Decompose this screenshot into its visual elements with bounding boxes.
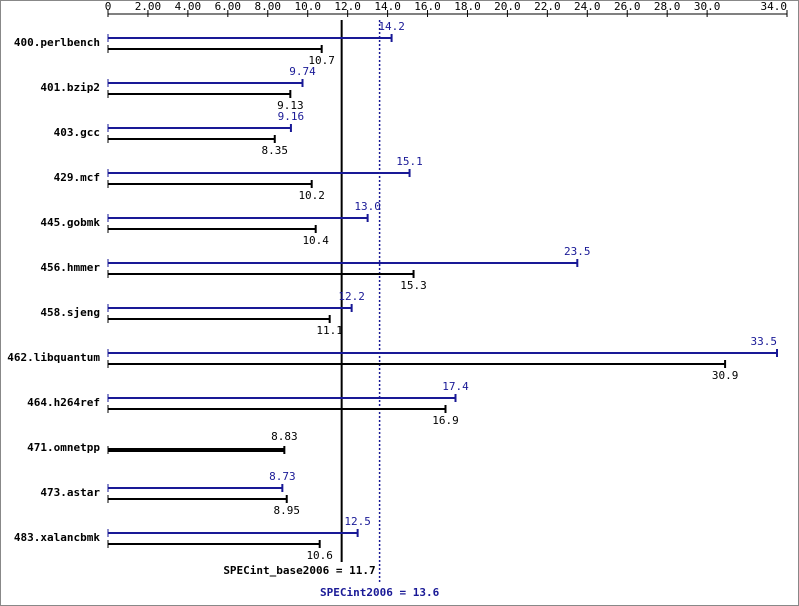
value-label: 23.5 [564,245,591,258]
category-label: 462.libquantum [7,351,100,364]
x-tick-label: 2.00 [135,0,162,13]
category-label: 445.gobmk [40,216,100,229]
value-label: 14.2 [378,20,405,33]
value-label: 9.13 [277,99,304,112]
x-tick-label: 18.0 [454,0,481,13]
x-tick-label: 10.0 [294,0,321,13]
x-tick-label: 34.0 [761,0,788,13]
value-label: 10.6 [306,549,333,562]
x-tick-label: 14.0 [374,0,401,13]
value-label: 8.83 [271,430,298,443]
value-label: 10.7 [308,54,335,67]
bar [108,408,446,410]
bar [108,352,778,354]
value-label: 11.1 [316,324,343,337]
category-label: 483.xalancbmk [14,531,100,544]
bar [108,448,285,452]
value-label: 30.9 [712,369,739,382]
value-label: 17.4 [442,380,469,393]
bar [108,183,312,185]
bar [108,543,320,545]
x-tick-label: 0 [105,0,112,13]
bar [108,397,456,399]
bar [108,37,392,39]
reference-label: SPECint2006 = 13.6 [320,586,440,599]
reference-label: SPECint_base2006 = 11.7 [223,564,375,577]
x-tick-label: 12.0 [334,0,361,13]
value-label: 16.9 [432,414,459,427]
category-label: 429.mcf [54,171,100,184]
bar [108,82,303,84]
value-label: 8.35 [262,144,289,157]
bar [108,307,352,309]
x-tick-label: 24.0 [574,0,601,13]
category-label: 403.gcc [54,126,100,139]
bar [108,273,414,275]
x-tick-label: 6.00 [215,0,242,13]
value-label: 9.74 [289,65,316,78]
category-label: 401.bzip2 [40,81,100,94]
bar [108,48,322,50]
bar [108,217,368,219]
bar [108,318,330,320]
bar [108,127,291,129]
x-tick-label: 26.0 [614,0,641,13]
value-label: 8.95 [273,504,300,517]
x-tick-label: 22.0 [534,0,561,13]
bar [108,498,287,500]
bar [108,93,291,95]
value-label: 15.3 [400,279,427,292]
category-label: 471.omnetpp [27,441,100,454]
bar [108,228,316,230]
value-label: 10.2 [298,189,325,202]
x-tick-label: 30.0 [694,0,721,13]
value-label: 13.0 [354,200,381,213]
category-label: 458.sjeng [40,306,100,319]
bar [108,487,283,489]
x-tick-label: 28.0 [654,0,681,13]
x-tick-label: 16.0 [414,0,441,13]
value-label: 15.1 [396,155,423,168]
value-label: 9.16 [278,110,305,123]
bar [108,138,275,140]
bar [108,532,358,534]
value-label: 12.2 [338,290,365,303]
category-label: 456.hmmer [40,261,100,274]
value-label: 8.73 [269,470,296,483]
category-label: 400.perlbench [14,36,100,49]
bar [108,262,578,264]
x-tick-label: 4.00 [175,0,202,13]
value-label: 33.5 [751,335,778,348]
x-tick-label: 20.0 [494,0,521,13]
value-label: 12.5 [344,515,371,528]
category-label: 464.h264ref [27,396,100,409]
category-label: 473.astar [40,486,100,499]
bar [108,172,410,174]
value-label: 10.4 [302,234,329,247]
x-tick-label: 8.00 [255,0,282,13]
bar [108,363,726,365]
